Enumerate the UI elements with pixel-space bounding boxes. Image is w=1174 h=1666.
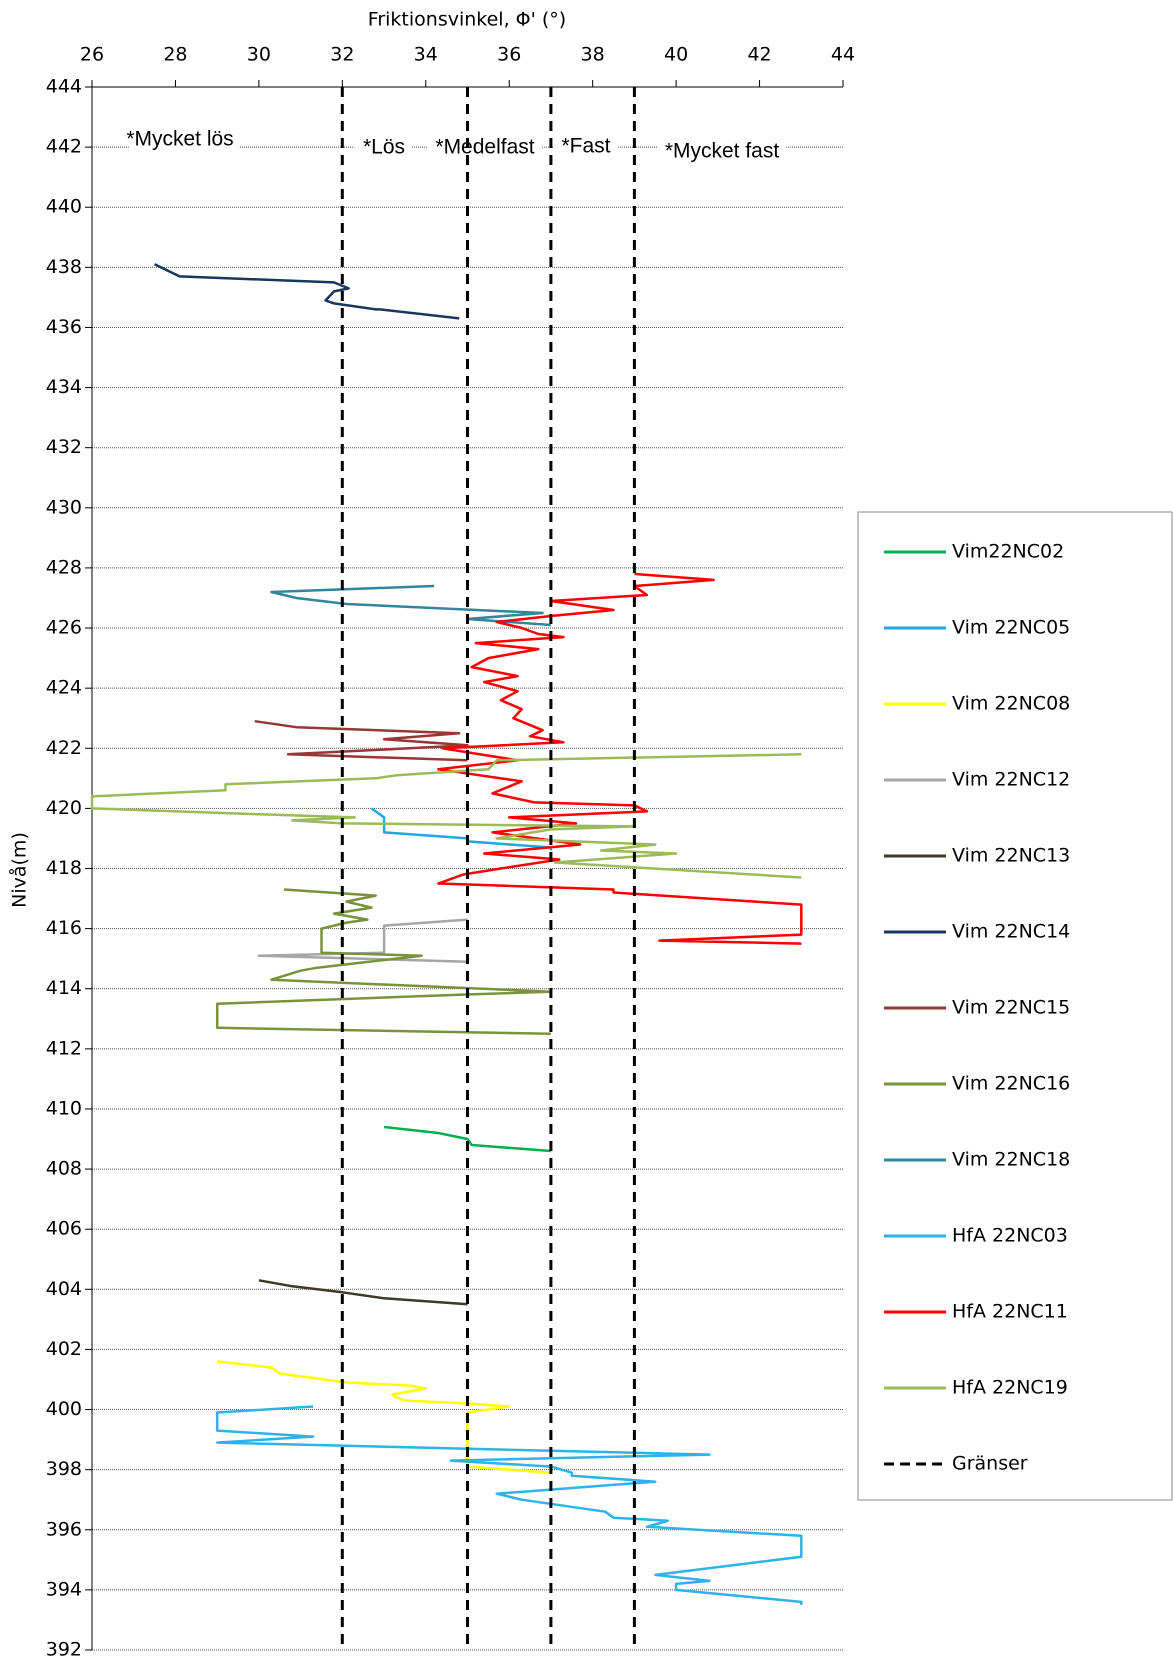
x-tick-label: 36 [497, 44, 521, 66]
y-tick-label: 436 [46, 316, 82, 338]
x-tick-label: 42 [747, 44, 771, 66]
zone-label: *Lös [363, 136, 405, 159]
legend-label: Vim 22NC14 [952, 921, 1070, 943]
x-tick-label: 34 [414, 44, 438, 66]
y-tick-label: 412 [46, 1037, 82, 1059]
legend-box [857, 511, 1173, 1501]
series-line [437, 572, 803, 945]
series-line [217, 1360, 551, 1474]
x-tick-label: 40 [664, 44, 688, 66]
series-line [215, 888, 553, 1036]
legend-label: HfA 22NC19 [952, 1377, 1068, 1399]
y-tick-label: 406 [46, 1218, 82, 1240]
zone-label: *Medelfast [435, 136, 534, 159]
series-line [270, 584, 551, 627]
x-tick-label: 44 [831, 44, 855, 66]
y-tick-label: 426 [46, 617, 82, 639]
series-line [90, 753, 802, 879]
y-tick-label: 402 [46, 1338, 82, 1360]
x-axis-title: Friktionsvinkel, Φ' (°) [368, 9, 566, 31]
y-tick-label: 400 [46, 1398, 82, 1420]
y-axis-title: Nivå(m) [8, 832, 31, 908]
series-line [254, 719, 469, 762]
y-tick-label: 440 [46, 196, 82, 218]
x-tick-label: 32 [330, 44, 354, 66]
x-tick-label: 26 [80, 44, 104, 66]
y-tick-label: 444 [46, 76, 82, 98]
legend-label: HfA 22NC11 [952, 1301, 1068, 1323]
zone-label: *Mycket fast [665, 140, 780, 163]
legend-label: Vim22NC02 [952, 541, 1064, 563]
y-tick-label: 404 [46, 1278, 82, 1300]
legend-label: Vim 22NC12 [952, 769, 1070, 791]
y-tick-label: 420 [46, 797, 82, 819]
y-tick-label: 438 [46, 256, 82, 278]
legend-label: Vim 22NC16 [952, 1073, 1070, 1095]
y-tick-label: 408 [46, 1158, 82, 1180]
y-tick-label: 398 [46, 1458, 82, 1480]
y-tick-label: 434 [46, 376, 82, 398]
y-tick-label: 394 [46, 1578, 82, 1600]
y-tick-label: 430 [46, 496, 82, 518]
series-line [154, 263, 460, 320]
x-tick-label: 30 [247, 44, 271, 66]
zone-label: *Mycket lös [126, 128, 233, 151]
y-tick-label: 442 [46, 136, 82, 158]
y-tick-label: 424 [46, 677, 82, 699]
legend-label: Vim 22NC18 [952, 1149, 1070, 1171]
y-tick-label: 422 [46, 737, 82, 759]
legend-label: Vim 22NC15 [952, 997, 1070, 1019]
series-line [383, 1125, 551, 1153]
series-line [257, 918, 468, 963]
x-tick-label: 38 [581, 44, 605, 66]
y-tick-label: 418 [46, 857, 82, 879]
legend-label: Gränser [952, 1453, 1028, 1475]
legend-label: Vim 22NC13 [952, 845, 1070, 867]
y-tick-label: 432 [46, 436, 82, 458]
y-tick-label: 416 [46, 917, 82, 939]
y-tick-label: 396 [46, 1518, 82, 1540]
y-tick-label: 392 [46, 1639, 82, 1661]
legend-label: HfA 22NC03 [952, 1225, 1068, 1247]
legend-label: Vim 22NC05 [952, 617, 1070, 639]
zone-label: *Fast [561, 135, 610, 158]
y-tick-label: 414 [46, 977, 82, 999]
legend-label: Vim 22NC08 [952, 693, 1070, 715]
x-tick-label: 28 [163, 44, 187, 66]
y-tick-label: 428 [46, 556, 82, 578]
series-line [258, 1279, 468, 1306]
series-line [215, 1405, 803, 1605]
y-tick-label: 410 [46, 1097, 82, 1119]
